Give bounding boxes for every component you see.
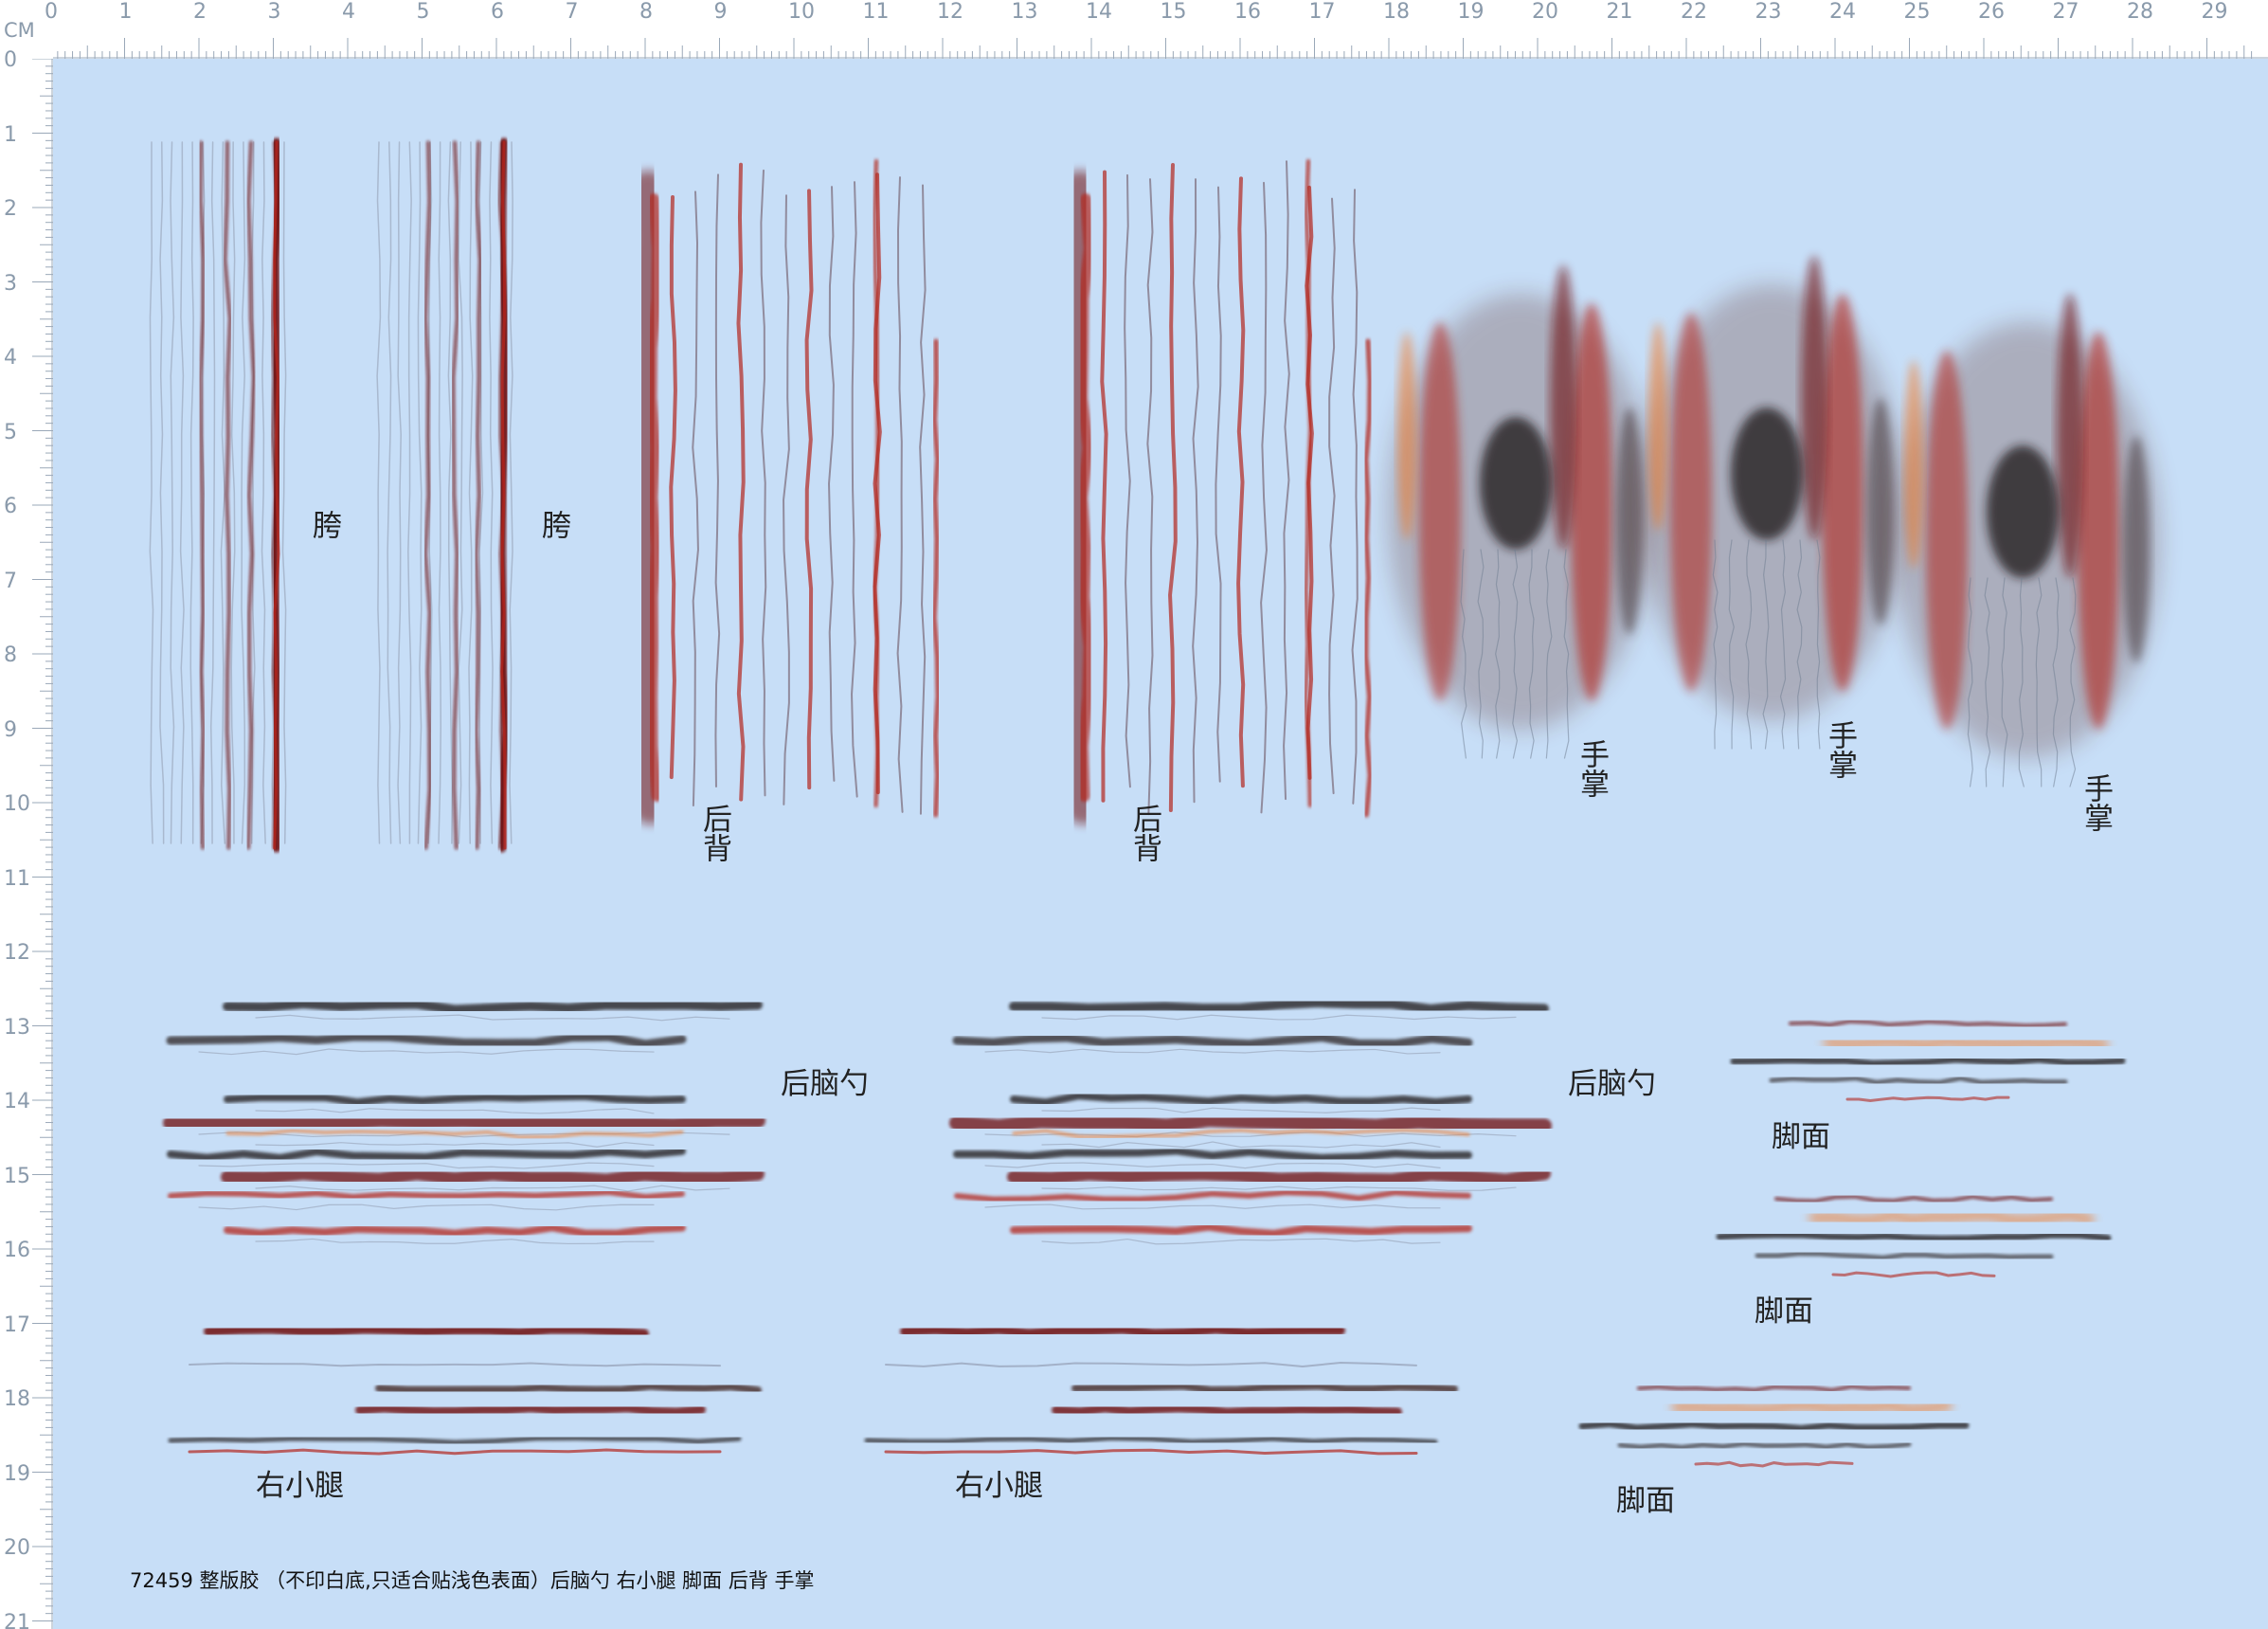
ruler-top-label: 20 — [1532, 0, 1558, 24]
ruler-top-label: 16 — [1234, 0, 1261, 24]
ruler-top-label: 10 — [788, 0, 815, 24]
label-foot-3: 脚面 — [1616, 1484, 1675, 1518]
label-back-1: 后背 — [697, 804, 731, 862]
ruler-left-label: 12 — [4, 941, 30, 965]
label-hip-1: 胯 — [307, 510, 341, 539]
ruler-top-label: 0 — [45, 0, 58, 24]
ruler-top-label: 9 — [713, 0, 728, 24]
head-stripe-artwork — [163, 998, 1552, 1245]
ruler-top-label: 29 — [2201, 0, 2228, 24]
foot-stripe-artwork — [1578, 1019, 2126, 1468]
hip-stripe-artwork — [149, 137, 513, 853]
ruler-top-label: 15 — [1160, 0, 1187, 24]
ruler-left-label: 21 — [4, 1610, 30, 1629]
label-calf-1: 右小腿 — [256, 1469, 344, 1503]
ruler-left-label: 17 — [4, 1312, 30, 1337]
ruler-left-label: 7 — [4, 569, 17, 593]
ruler-left-label: 5 — [4, 420, 17, 444]
ruler-left-label: 6 — [4, 495, 17, 518]
ruler-top-label: 18 — [1383, 0, 1410, 24]
label-head-1: 后脑勺 — [781, 1067, 869, 1101]
label-palm-3: 手掌 — [2079, 773, 2113, 832]
ruler-left-label: 20 — [4, 1536, 30, 1560]
label-back-2: 后背 — [1127, 804, 1161, 862]
label-head-2: 后脑勺 — [1568, 1067, 1656, 1101]
ruler-left-label: 15 — [4, 1164, 30, 1188]
ruler-left-label: 16 — [4, 1239, 30, 1262]
label-hip-2: 胯 — [536, 510, 570, 539]
ruler-top-label: 17 — [1308, 0, 1336, 24]
label-palm-2: 手掌 — [1823, 720, 1857, 779]
ruler-top-label: 11 — [862, 0, 890, 24]
product-caption: 72459 整版胶 （不印白底,只适合贴浅色表面）后脑勺 右小腿 脚面 后背 手… — [130, 1569, 815, 1592]
ruler-left-label: 19 — [4, 1461, 30, 1486]
ruler-left-label: 8 — [4, 643, 17, 667]
label-foot-2: 脚面 — [1755, 1294, 1813, 1329]
ruler-left-label: 4 — [4, 346, 17, 370]
left-ruler — [0, 0, 53, 1629]
ruler-top-label: 12 — [937, 0, 963, 24]
ruler-left-label: 1 — [4, 122, 17, 147]
ruler-top-label: 2 — [193, 0, 207, 24]
palm-flame-artwork — [1388, 256, 2160, 787]
ruler-top-label: 26 — [1978, 0, 2005, 24]
ruler-left-label: 0 — [4, 48, 17, 72]
ruler-top-label: 7 — [565, 0, 579, 24]
ruler-unit-label: CM — [4, 19, 35, 42]
ruler-top-label: 28 — [2127, 0, 2153, 24]
label-palm-1: 手掌 — [1575, 739, 1609, 798]
ruler-top-label: 22 — [1681, 0, 1707, 24]
ruler-left-label: 3 — [4, 271, 17, 296]
calf-stripe-artwork — [168, 1324, 1458, 1456]
ruler-left-label: 11 — [4, 866, 30, 891]
ruler-top-label: 5 — [416, 0, 430, 24]
ruler-left-label: 2 — [4, 197, 17, 221]
ruler-top-label: 23 — [1755, 0, 1782, 24]
ruler-top-label: 8 — [639, 0, 653, 24]
ruler-top-label: 4 — [342, 0, 355, 24]
back-stripe-artwork — [624, 159, 1373, 824]
ruler-left-label: 14 — [4, 1090, 30, 1113]
label-foot-1: 脚面 — [1772, 1120, 1830, 1154]
ruler-left-label: 9 — [4, 717, 17, 742]
ruler-left-label: 10 — [4, 792, 30, 816]
ruler-top-label: 21 — [1606, 0, 1633, 24]
ruler-top-label: 24 — [1829, 0, 1856, 24]
label-calf-2: 右小腿 — [955, 1469, 1043, 1503]
ruler-top-label: 3 — [267, 0, 281, 24]
ruler-top-label: 14 — [1086, 0, 1112, 24]
ruler-top-label: 6 — [491, 0, 504, 24]
top-ruler — [0, 0, 2268, 59]
ruler-top-label: 19 — [1457, 0, 1485, 24]
ruler-top-label: 13 — [1011, 0, 1038, 24]
ruler-left-label: 13 — [4, 1015, 30, 1040]
ruler-top-label: 27 — [2052, 0, 2079, 24]
ruler-left-label: 18 — [4, 1387, 30, 1411]
ruler-top-label: 1 — [118, 0, 133, 24]
ruler-corner — [0, 0, 53, 59]
ruler-top-label: 25 — [1903, 0, 1931, 24]
